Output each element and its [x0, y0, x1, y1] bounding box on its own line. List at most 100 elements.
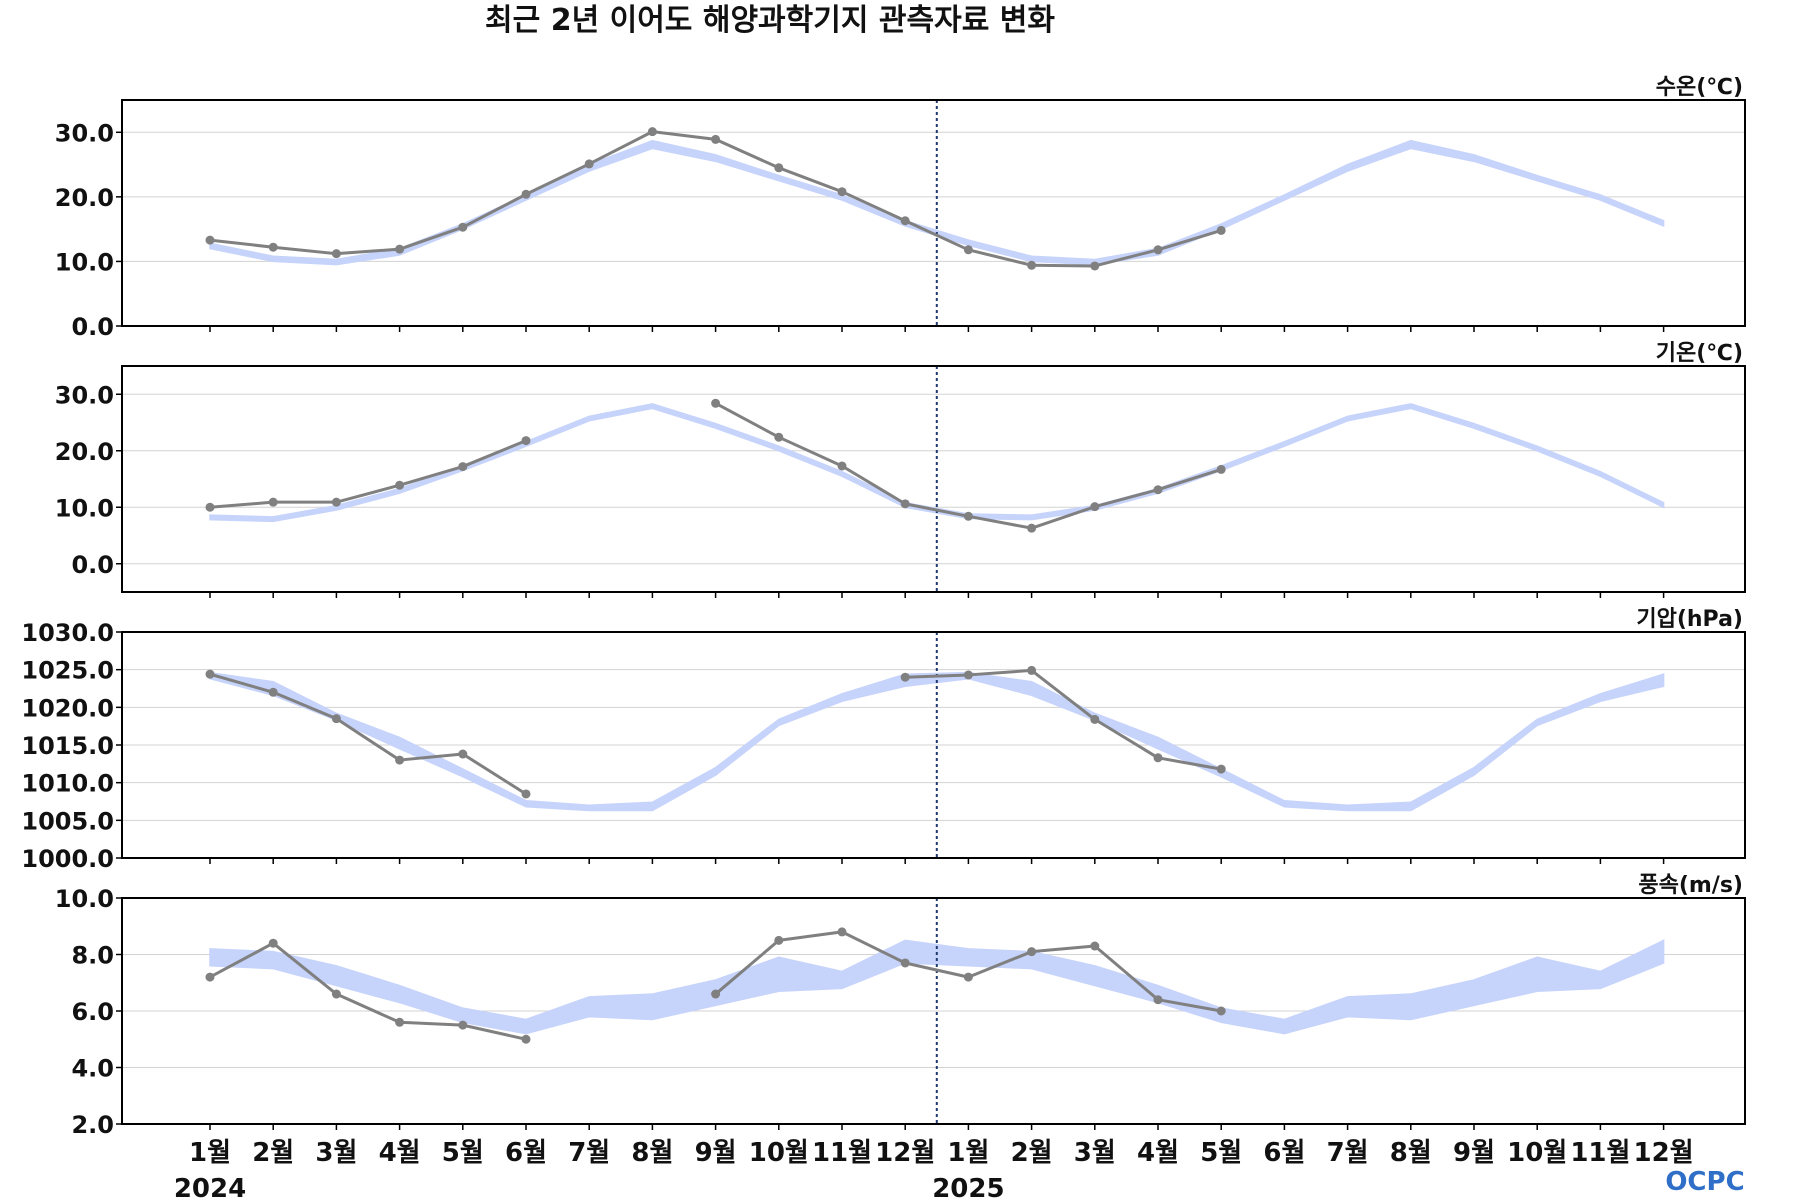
observed-point [205, 669, 215, 679]
x-tick-label: 6월 [1263, 1138, 1305, 1168]
observed-point [774, 163, 784, 173]
observed-point [458, 749, 468, 759]
observed-point [963, 245, 973, 255]
observed-point [1090, 941, 1100, 951]
panel-unit-label: 수온(℃) [1656, 75, 1743, 100]
x-tick-label: 8월 [1390, 1138, 1432, 1168]
observed-point [900, 958, 910, 968]
y-tick-label: 10.0 [55, 885, 114, 913]
observed-point [458, 462, 468, 472]
observed-point [521, 789, 531, 799]
observed-point [458, 222, 468, 232]
x-tick-label: 6월 [505, 1138, 547, 1168]
observed-line [714, 401, 1222, 530]
observed-point [1216, 764, 1226, 774]
observed-point [268, 497, 278, 507]
observed-point [900, 216, 910, 226]
y-tick-label: 0.0 [71, 313, 114, 341]
observed-point [1153, 245, 1163, 255]
observed-point [963, 670, 973, 680]
y-tick-label: 0.0 [71, 551, 114, 579]
observed-point [1216, 1006, 1226, 1016]
panel-frame [121, 631, 1746, 859]
x-tick-label: 5월 [442, 1138, 484, 1168]
observed-line [209, 130, 1222, 268]
year-label: 2025 [932, 1174, 1004, 1200]
panel-frame [121, 897, 1746, 1125]
year-label: 2024 [174, 1174, 246, 1200]
observed-point [268, 938, 278, 948]
observed-point [711, 134, 721, 144]
observed-point [205, 502, 215, 512]
observed-point [1090, 714, 1100, 724]
observed-point [1090, 261, 1100, 271]
y-tick-label: 6.0 [71, 998, 114, 1026]
observed-point [331, 714, 341, 724]
observed-line [209, 672, 527, 796]
x-tick-label: 11월 [1570, 1138, 1630, 1168]
observed-point [711, 989, 721, 999]
observed-point [837, 461, 847, 471]
observed-point [395, 755, 405, 765]
y-tick-label: 1005.0 [21, 807, 114, 835]
observed-point [711, 398, 721, 408]
y-tick-label: 2.0 [71, 1111, 114, 1139]
panel-unit-label: 풍속(m/s) [1638, 873, 1743, 898]
x-tick-label: 8월 [631, 1138, 673, 1168]
y-tick-label: 10.0 [55, 494, 114, 522]
y-tick-label: 8.0 [71, 942, 114, 970]
x-tick-label: 1월 [189, 1138, 231, 1168]
x-tick-label: 2월 [1011, 1138, 1053, 1168]
panel-frame [121, 99, 1746, 327]
observed-point [774, 432, 784, 442]
panel-3: 1000.0 1005.0 1010.0 1015.0 1020.0 1025.0 1030… [21, 607, 1746, 873]
observed-point [395, 244, 405, 254]
x-tick-label: 12월 [875, 1138, 935, 1168]
observed-point [837, 187, 847, 197]
observed-point [1027, 665, 1037, 675]
panel-1: 0.0 10.0 20.0 30.0 수온(℃) [55, 75, 1746, 341]
y-tick-label: 4.0 [71, 1055, 114, 1083]
observed-point [1153, 753, 1163, 763]
observed-point [1216, 464, 1226, 474]
panel-unit-label: 기압(hPa) [1636, 607, 1743, 632]
y-tick-label: 1010.0 [21, 770, 114, 798]
normal-range-band [209, 671, 1665, 812]
y-tick-label: 1000.0 [21, 845, 114, 873]
observed-point [331, 249, 341, 259]
x-tick-label: 3월 [1074, 1138, 1116, 1168]
ocpc-logo-text: OCPC [1665, 1167, 1744, 1197]
x-tick-label: 10월 [749, 1138, 809, 1168]
observed-point [647, 127, 657, 137]
observed-point [1090, 502, 1100, 512]
panel-2: 0.0 10.0 20.0 30.0 기온(℃) [55, 341, 1746, 598]
y-tick-label: 20.0 [55, 184, 114, 212]
y-tick-label: 1015.0 [21, 732, 114, 760]
panel-unit-label: 기온(℃) [1656, 341, 1743, 366]
x-tick-label: 1월 [947, 1138, 989, 1168]
x-tick-label: 4월 [1137, 1138, 1179, 1168]
panel-4: 2.0 4.0 6.0 8.0 10.0 풍속(m/s) [55, 873, 1746, 1139]
observed-line [209, 439, 527, 509]
observed-point [900, 672, 910, 682]
x-tick-label: 11월 [812, 1138, 872, 1168]
observed-point [963, 511, 973, 521]
x-tick-label: 7월 [568, 1138, 610, 1168]
normal-range-band [209, 403, 1665, 523]
chart-title: 최근 2년 이어도 해양과학기지 관측자료 변화 [485, 3, 1055, 38]
ocpc-logo: OCPC [1665, 1167, 1744, 1197]
panel-frame [121, 365, 1746, 593]
observed-point [584, 159, 594, 169]
observed-point [331, 989, 341, 999]
observed-line [905, 668, 1222, 771]
observed-point [205, 235, 215, 245]
observed-line [209, 941, 527, 1041]
observed-point [395, 480, 405, 490]
y-tick-label: 10.0 [55, 248, 114, 276]
normal-range-band [209, 139, 1665, 266]
panels-group: 0.0 10.0 20.0 30.0 수온(℃) 0.0 10.0 20.0 30.0 기온(℃)… [21, 75, 1746, 1139]
observed-point [331, 497, 341, 507]
observed-point [900, 499, 910, 509]
x-tick-label: 9월 [695, 1138, 737, 1168]
x-axis-labels: 1월 2월 3월 4월 5월 6월 7월 8월 9월 10월 11월 12월 1월 2월 3월 4월 5월 6월 7… [174, 1138, 1694, 1200]
